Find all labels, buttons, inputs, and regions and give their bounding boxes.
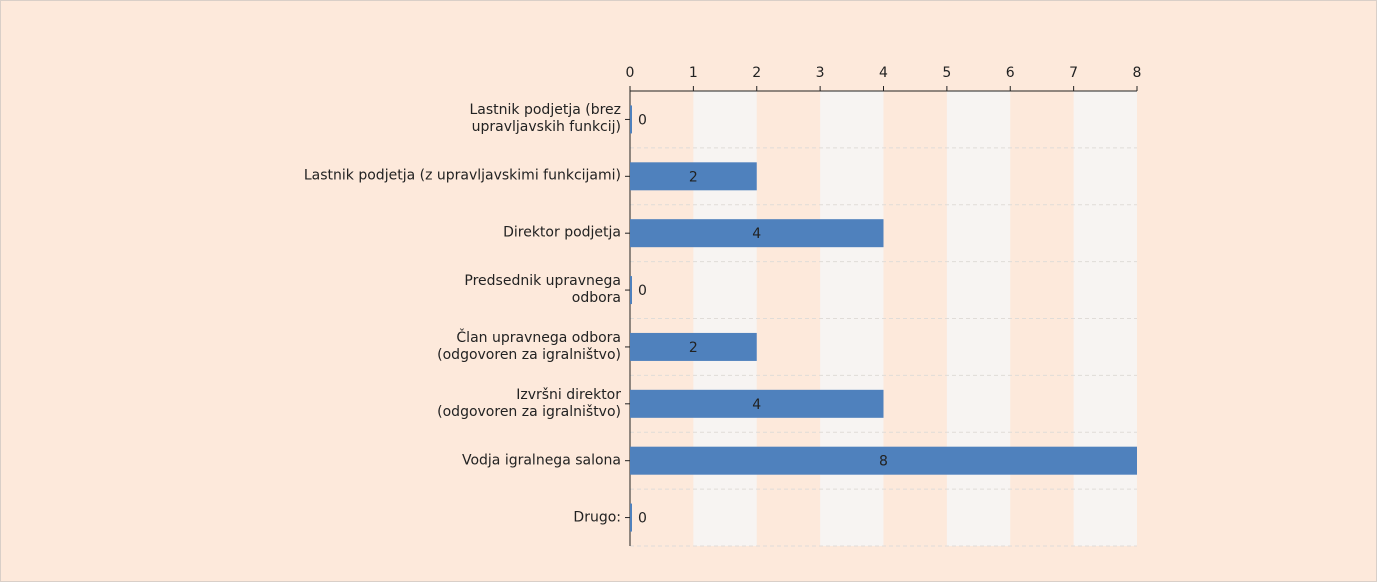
category-label: Direktor podjetja (503, 224, 621, 241)
bar (630, 446, 1137, 475)
category-label: Drugo: (573, 509, 621, 526)
category-label: Član upravnega odbora (odgovoren za igra… (437, 329, 621, 363)
x-tick-label: 6 (1006, 65, 1015, 81)
category-label: Lastnik podjetja (z upravljavskimi funkc… (303, 167, 621, 184)
bar (630, 503, 632, 532)
value-label: 2 (689, 340, 698, 356)
bar (630, 162, 757, 191)
x-tick-label: 4 (879, 65, 888, 81)
value-label: 8 (879, 454, 888, 470)
value-label: 2 (689, 169, 698, 185)
band (946, 91, 1011, 546)
x-tick-label: 1 (689, 65, 698, 81)
bar (630, 389, 884, 418)
x-tick-label: 5 (942, 65, 951, 81)
value-label: 4 (752, 226, 761, 242)
category-label: Lastnik podjetja (brez upravljavskih fun… (469, 102, 622, 136)
bar (630, 276, 632, 305)
bar (630, 219, 884, 248)
value-label: 4 (752, 397, 761, 413)
x-tick-label: 3 (816, 65, 825, 81)
x-tick-label: 8 (1133, 65, 1142, 81)
value-label: 0 (638, 283, 647, 299)
category-label: Izvršni direktor (odgovoren za igralništ… (437, 386, 621, 420)
x-tick-label: 2 (752, 65, 761, 81)
category-label: Predsednik upravnega odbora (464, 273, 621, 307)
bar (630, 105, 632, 134)
x-tick-label: 0 (626, 65, 635, 81)
value-label: 0 (638, 112, 647, 128)
bar (630, 332, 757, 361)
category-label: Vodja igralnega salona (461, 452, 621, 469)
value-label: 0 (638, 511, 647, 527)
x-tick-label: 7 (1069, 65, 1078, 81)
